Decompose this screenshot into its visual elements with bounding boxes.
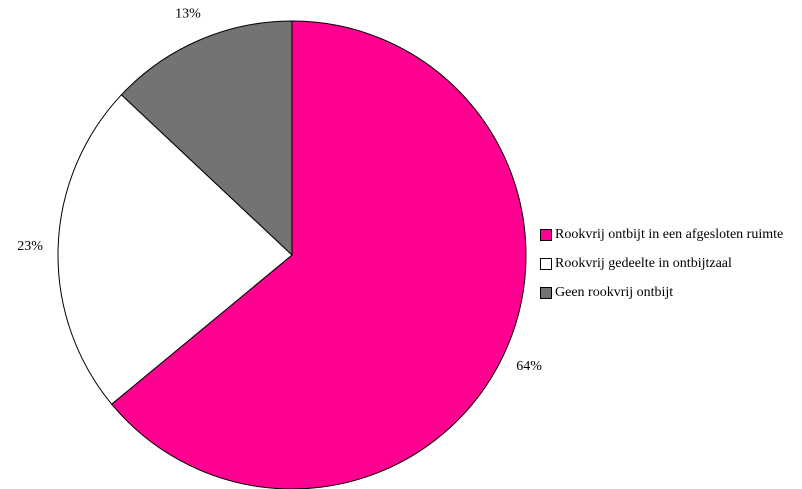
legend: Rookvrij ontbijt in een afgesloten ruimt…: [540, 226, 795, 313]
legend-swatch: [540, 287, 552, 299]
pie-slice: [57, 94, 293, 405]
legend-item: Rookvrij ontbijt in een afgesloten ruimt…: [540, 226, 795, 243]
legend-swatch: [540, 229, 552, 241]
legend-swatch: [540, 258, 552, 270]
legend-item: Geen rookvrij ontbijt: [540, 284, 795, 301]
legend-label: Rookvrij gedeelte in ontbijtzaal: [555, 256, 732, 271]
legend-item: Rookvrij gedeelte in ontbijtzaal: [540, 255, 795, 272]
pie-slice: [120, 20, 293, 257]
legend-label: Geen rookvrij ontbijt: [555, 285, 674, 300]
legend-label: Rookvrij ontbijt in een afgesloten ruimt…: [555, 227, 784, 242]
data-label: 64%: [516, 359, 542, 374]
pie-slice: [110, 20, 527, 489]
data-label: 13%: [175, 7, 201, 22]
data-label: 23%: [17, 239, 43, 254]
